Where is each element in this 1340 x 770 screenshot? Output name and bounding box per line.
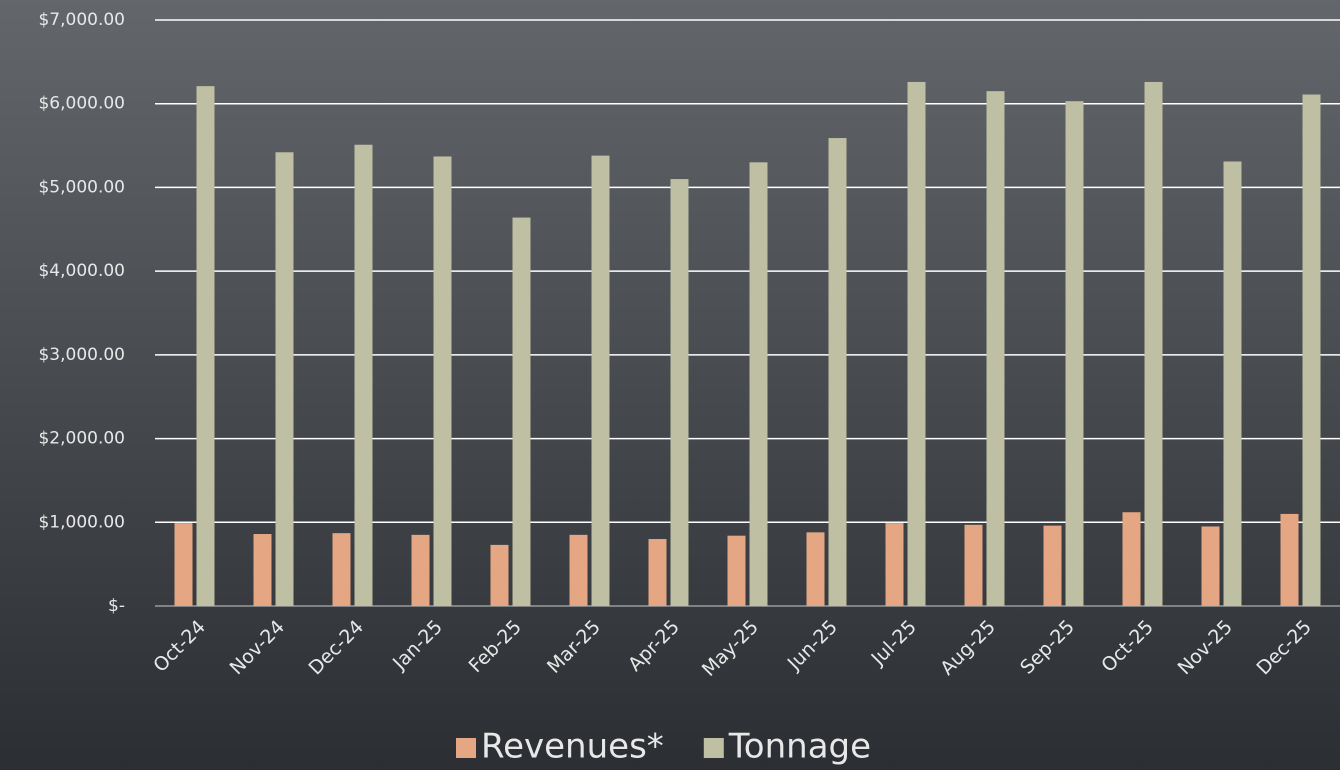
legend-swatch <box>456 738 476 758</box>
legend-label: Revenues* <box>481 727 664 767</box>
bar <box>253 534 272 606</box>
bar <box>354 144 373 606</box>
legend-label: Tonnage <box>728 727 871 767</box>
bar <box>174 523 193 606</box>
legend-swatch <box>703 738 724 758</box>
bar <box>1144 81 1163 607</box>
bar <box>885 523 904 606</box>
y-tick-label: $1,000.00 <box>38 512 125 532</box>
y-tick-label: $3,000.00 <box>38 345 125 365</box>
bar <box>1223 161 1242 606</box>
bar <box>512 217 531 606</box>
y-tick-label: $- <box>108 596 125 616</box>
bar <box>964 524 983 606</box>
bar <box>275 152 294 607</box>
bar <box>727 535 746 606</box>
bar <box>670 179 689 607</box>
y-tick-label: $4,000.00 <box>38 261 125 281</box>
bar <box>907 81 926 607</box>
bar <box>591 155 610 607</box>
bar <box>569 534 588 606</box>
bar <box>332 533 351 606</box>
bar <box>1201 526 1220 606</box>
y-tick-label: $2,000.00 <box>38 429 125 449</box>
y-tick-label: $7,000.00 <box>38 10 125 30</box>
bar <box>1065 101 1084 607</box>
bar <box>1043 525 1062 606</box>
bar <box>196 86 215 607</box>
bar <box>648 539 667 606</box>
y-tick-label: $6,000.00 <box>38 94 125 114</box>
bar <box>1280 513 1299 606</box>
bar <box>1302 94 1321 607</box>
bar <box>828 138 847 606</box>
bar <box>986 91 1005 606</box>
bar <box>806 532 825 606</box>
bar <box>490 544 509 606</box>
bar <box>411 534 430 606</box>
bar <box>749 162 768 607</box>
y-tick-label: $5,000.00 <box>38 177 125 197</box>
bar <box>1122 512 1141 606</box>
bar <box>433 156 452 606</box>
